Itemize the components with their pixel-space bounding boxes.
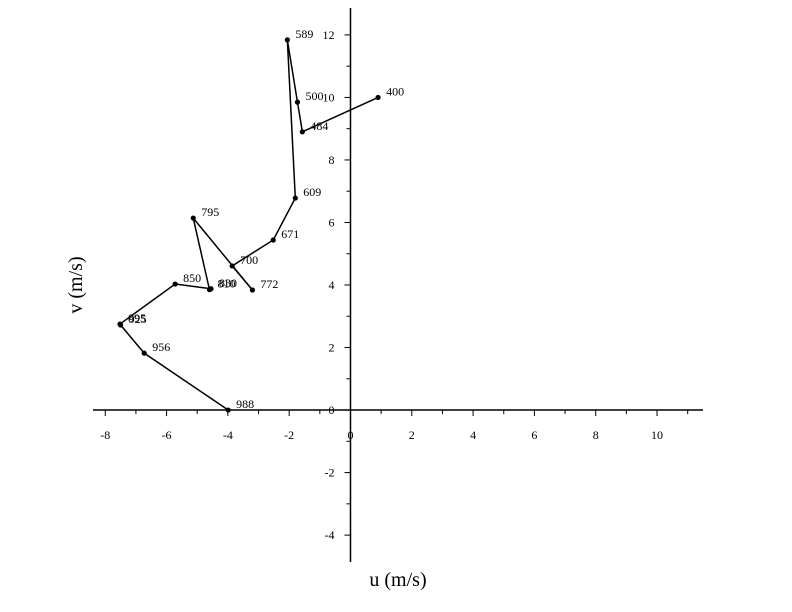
- point: [375, 94, 381, 101]
- point: [249, 287, 255, 293]
- point-label: 700: [240, 253, 258, 267]
- point-label: 589: [295, 27, 313, 41]
- point-label: 850: [183, 271, 201, 285]
- y-tick-label: -4: [324, 528, 334, 542]
- point: [172, 281, 178, 287]
- y-tick-label: 8: [328, 153, 334, 167]
- point: [299, 129, 305, 135]
- x-tick-label: 10: [651, 428, 663, 442]
- x-tick-label: -2: [284, 428, 294, 442]
- point-label: 956: [152, 340, 170, 354]
- point: [284, 37, 290, 43]
- point: [294, 99, 301, 105]
- point-label: 671: [281, 227, 299, 241]
- point-label: 500: [305, 89, 323, 103]
- x-tick-label: 4: [470, 428, 476, 442]
- point: [225, 407, 231, 413]
- point-label: 830: [219, 276, 237, 290]
- point-label: 772: [260, 277, 278, 291]
- point: [229, 263, 235, 269]
- point-label: 925: [129, 312, 147, 326]
- x-tick-label: -4: [223, 428, 233, 442]
- hodograph-line: [118, 39, 379, 411]
- y-axis-label: v (m/s): [65, 256, 87, 313]
- point: [270, 237, 276, 243]
- point: [117, 322, 124, 328]
- point: [190, 215, 196, 221]
- y-tick-label: 0: [328, 403, 334, 417]
- y-tick-label: 10: [322, 90, 334, 104]
- point-label: 895: [128, 311, 146, 325]
- point-label: 484: [310, 119, 328, 133]
- x-tick-label: 8: [593, 428, 599, 442]
- point: [208, 286, 214, 292]
- x-tick-label: -8: [100, 428, 110, 442]
- x-tick-label: 2: [409, 428, 415, 442]
- y-tick-label: 2: [328, 341, 334, 355]
- point-label: 795: [201, 205, 219, 219]
- y-tick-label: 4: [328, 278, 334, 292]
- y-tick-label: 6: [328, 215, 334, 229]
- x-tick-label: 6: [531, 428, 537, 442]
- point: [292, 195, 298, 201]
- x-tick-label: 0: [347, 428, 353, 442]
- x-tick-label: -6: [162, 428, 172, 442]
- y-tick-label: -2: [324, 466, 334, 480]
- point-label: 810: [217, 277, 235, 291]
- y-tick-label: 12: [322, 28, 334, 42]
- point-label: 609: [303, 185, 321, 199]
- point-label: 400: [386, 84, 404, 98]
- point: [141, 350, 147, 356]
- x-axis-label: u (m/s): [369, 569, 426, 591]
- point-label: 988: [236, 397, 254, 411]
